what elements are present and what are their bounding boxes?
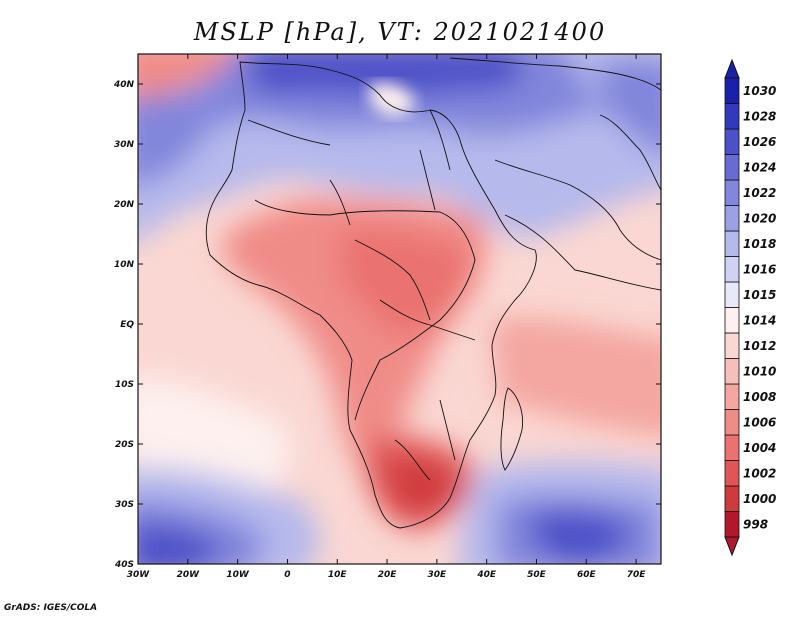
colorbar-label-1010: 1010 — [743, 364, 776, 378]
colorbar-label-1012: 1012 — [743, 339, 776, 353]
lon-label-6: 30E — [428, 570, 448, 580]
lon-label-9: 60E — [577, 570, 597, 580]
coastlines — [205, 57, 661, 529]
colorbar-swatch-998 — [724, 511, 740, 538]
lon-label-5: 20E — [378, 570, 398, 580]
lat-label-8: 40S — [114, 560, 134, 570]
colorbar-label-1006: 1006 — [743, 415, 776, 429]
lon-label-8: 50E — [527, 570, 547, 580]
grads-credit: GrADS: IGES/COLA — [4, 603, 98, 613]
colorbar-top-arrow — [724, 58, 740, 79]
colorbar-swatch-1028 — [724, 103, 740, 130]
colorbar-swatch-1010 — [724, 358, 740, 385]
lon-label-4: 10E — [328, 570, 348, 580]
colorbar-swatch-1012 — [724, 332, 740, 359]
lat-label-2: 20N — [114, 200, 135, 210]
axis-ticks: 30W 20W 10W 0 10E 20E 30E 40E 50E 60E 70E 40N 30N 20N… — [113, 54, 661, 580]
lat-label-7: 30S — [115, 500, 134, 510]
colorbar-label-1028: 1028 — [743, 109, 776, 123]
colorbar-swatch-1006 — [724, 409, 740, 436]
colorbar-swatch-1020 — [724, 205, 740, 232]
colorbar-swatch-1004 — [724, 434, 740, 461]
colorbar-label-1020: 1020 — [743, 211, 776, 225]
lon-label-10: 70E — [627, 570, 647, 580]
colorbar-label-1024: 1024 — [743, 160, 776, 174]
colorbar-label-1002: 1002 — [743, 466, 776, 480]
colorbar-swatch-1000 — [724, 485, 740, 512]
colorbar-swatch-1022 — [724, 179, 740, 206]
colorbar-label-1015: 1015 — [743, 288, 776, 302]
colorbar-label-998: 998 — [743, 517, 768, 531]
lon-label-1: 20W — [177, 570, 201, 580]
colorbar-label-1030: 1030 — [743, 84, 776, 98]
colorbar-swatch-1015 — [724, 281, 740, 308]
colorbar-label-1000: 1000 — [743, 492, 776, 506]
colorbar-swatch-1008 — [724, 383, 740, 410]
colorbar-label-1026: 1026 — [743, 135, 776, 149]
colorbar-swatch-1002 — [724, 460, 740, 487]
lon-label-7: 40E — [476, 570, 497, 580]
lon-label-2: 10W — [226, 570, 250, 580]
lon-label-0: 30W — [127, 570, 151, 580]
colorbar-label-1004: 1004 — [743, 441, 776, 455]
colorbar-swatch-1030 — [724, 77, 740, 104]
lat-label-5: 10S — [115, 380, 134, 390]
lat-label-4: EQ — [120, 320, 134, 330]
lat-label-3: 10N — [114, 260, 135, 270]
colorbar-label-1008: 1008 — [743, 390, 776, 404]
colorbar-label-1016: 1016 — [743, 262, 776, 276]
colorbar-swatch-1024 — [724, 154, 740, 181]
colorbar-swatch-1016 — [724, 256, 740, 283]
plot-frame — [137, 53, 662, 565]
colorbar-label-1022: 1022 — [743, 186, 776, 200]
lon-label-3: 0 — [284, 570, 290, 580]
colorbar-label-1018: 1018 — [743, 237, 776, 251]
pressure-field — [138, 54, 661, 564]
colorbar-swatch-1018 — [724, 230, 740, 257]
colorbar-swatch-1014 — [724, 307, 740, 334]
colorbar-swatch-1026 — [724, 128, 740, 155]
lat-label-1: 30N — [114, 140, 135, 150]
lat-label-6: 20S — [115, 440, 134, 450]
colorbar-bottom-arrow — [724, 536, 740, 557]
colorbar-label-1014: 1014 — [743, 313, 776, 327]
figure-title: MSLP [hPa], VT: 2021021400 — [193, 18, 607, 46]
lat-label-0: 40N — [113, 80, 135, 90]
colorbar: 998 1000 1002 1004 1006 1008 1010 1012 1014 1015 1… — [724, 58, 776, 557]
